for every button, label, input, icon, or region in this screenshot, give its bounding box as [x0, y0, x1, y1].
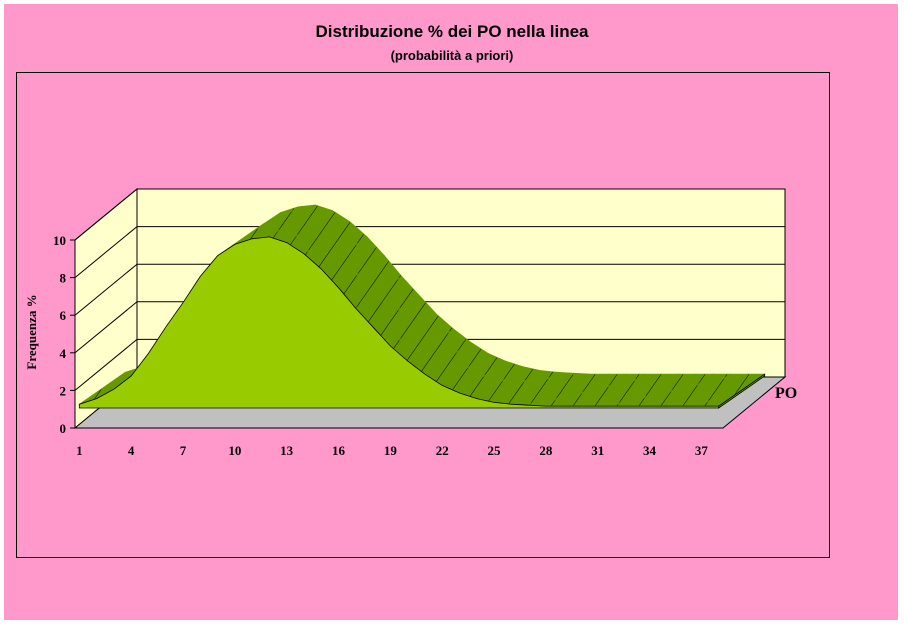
y-tick-label: 10 [53, 233, 66, 248]
x-tick-label: 7 [180, 443, 187, 458]
area-front-face [78, 236, 720, 409]
chart-title: Distribuzione % dei PO nella linea [315, 22, 589, 41]
x-tick-label: 34 [643, 443, 657, 458]
y-tick-label: 8 [60, 271, 67, 286]
x-tick-label: 10 [228, 443, 241, 458]
gridline-side [74, 188, 138, 241]
series-label: PO [775, 385, 797, 402]
x-tick-label: 13 [280, 443, 294, 458]
gridline-side [74, 339, 138, 391]
x-tick-label: 4 [128, 443, 135, 458]
gridline-side [74, 263, 138, 316]
y-tick-label: 0 [60, 421, 67, 436]
x-tick-label: 16 [332, 443, 346, 458]
y-tick-label: 4 [60, 346, 67, 361]
x-tick-label: 22 [436, 443, 449, 458]
gridline-side [74, 301, 138, 354]
y-tick-label: 6 [60, 308, 67, 323]
x-tick-label: 25 [488, 443, 502, 458]
x-tick-label: 28 [539, 443, 553, 458]
gridline-side [74, 226, 138, 278]
chart-subtitle: (probabilità a priori) [390, 48, 514, 63]
y-axis-title: Frequenza % [24, 294, 39, 369]
x-tick-label: 31 [591, 443, 604, 458]
x-tick-label: 1 [76, 443, 83, 458]
x-tick-label: 37 [695, 443, 709, 458]
x-tick-label: 19 [384, 443, 398, 458]
y-tick-label: 2 [60, 383, 67, 398]
